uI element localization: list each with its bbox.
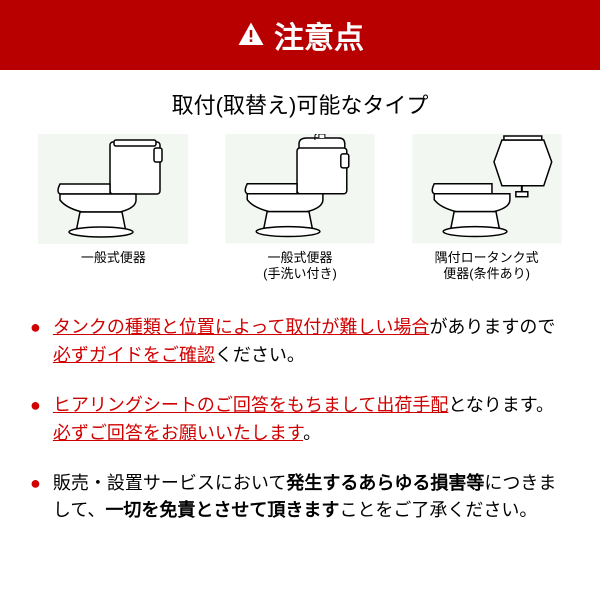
subtitle: 取付(取替え)可能なタイプ [0,70,600,134]
note-item: ● ヒアリングシートのご回答をもちまして出荷手配となります。必ずご回答をお願いい… [30,392,570,448]
notes-list: ● タンクの種類と位置によって取付が難しい場合がありますので必ずガイドをご確認く… [0,294,600,557]
illustrations-row: 一般式便器 一般式便器(手洗い付き) [0,134,600,294]
illustration-handwash: 一般式便器(手洗い付き) [210,134,390,282]
illustration-corner-tank: 隅付ロータンク式便器(条件あり) [397,134,577,282]
toilet-corner-tank-icon [412,134,562,244]
bullet-icon: ● [30,314,41,342]
warning-icon [236,20,266,50]
bullet-icon: ● [30,470,41,498]
toilet-standard-icon [38,134,188,244]
illustration-label: 一般式便器 [81,250,146,266]
header-title: 注意点 [274,13,364,57]
note-text: ヒアリングシートのご回答をもちまして出荷手配となります。必ずご回答をお願いいたし… [53,392,570,448]
note-item: ● 販売・設置サービスにおいて発生するあらゆる損害等につきまして、一切を免責とさ… [30,470,570,526]
toilet-handwash-icon [225,134,375,244]
illustration-label: 一般式便器(手洗い付き) [263,250,337,283]
bullet-icon: ● [30,392,41,420]
notice-container: 注意点 取付(取替え)可能なタイプ 一般式便器 [0,0,600,557]
header-bar: 注意点 [0,0,600,70]
illustration-label: 隅付ロータンク式便器(条件あり) [435,250,539,283]
note-text: 販売・設置サービスにおいて発生するあらゆる損害等につきまして、一切を免責とさせて… [53,470,570,526]
note-text: タンクの種類と位置によって取付が難しい場合がありますので必ずガイドをご確認くださ… [53,314,570,370]
note-item: ● タンクの種類と位置によって取付が難しい場合がありますので必ずガイドをご確認く… [30,314,570,370]
illustration-standard: 一般式便器 [23,134,203,282]
